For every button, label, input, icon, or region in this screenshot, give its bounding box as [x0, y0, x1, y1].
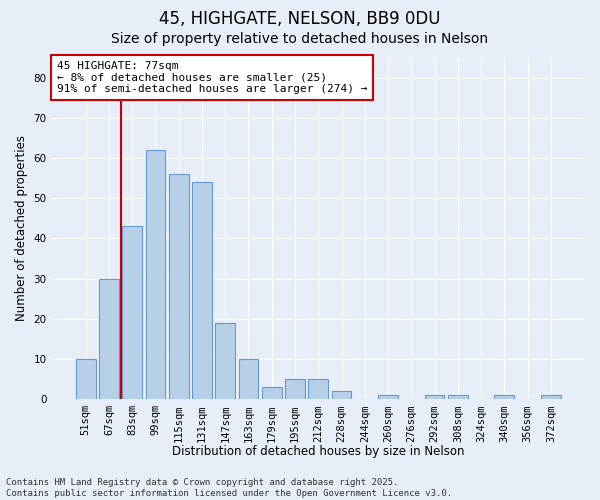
Text: 45, HIGHGATE, NELSON, BB9 0DU: 45, HIGHGATE, NELSON, BB9 0DU [159, 10, 441, 28]
Y-axis label: Number of detached properties: Number of detached properties [15, 136, 28, 322]
Bar [425, 396, 445, 400]
Bar [192, 182, 212, 400]
Bar [122, 226, 142, 400]
Bar [262, 388, 281, 400]
Bar [332, 392, 352, 400]
Bar [378, 396, 398, 400]
Bar [541, 396, 561, 400]
Bar [239, 359, 259, 400]
Text: Contains HM Land Registry data © Crown copyright and database right 2025.
Contai: Contains HM Land Registry data © Crown c… [6, 478, 452, 498]
Bar [285, 380, 305, 400]
Text: Size of property relative to detached houses in Nelson: Size of property relative to detached ho… [112, 32, 488, 46]
Bar [169, 174, 188, 400]
Bar [448, 396, 468, 400]
Bar [99, 278, 119, 400]
Bar [146, 150, 166, 400]
Bar [494, 396, 514, 400]
X-axis label: Distribution of detached houses by size in Nelson: Distribution of detached houses by size … [172, 444, 464, 458]
Bar [76, 359, 95, 400]
Text: 45 HIGHGATE: 77sqm
← 8% of detached houses are smaller (25)
91% of semi-detached: 45 HIGHGATE: 77sqm ← 8% of detached hous… [57, 61, 367, 94]
Bar [308, 380, 328, 400]
Bar [215, 323, 235, 400]
